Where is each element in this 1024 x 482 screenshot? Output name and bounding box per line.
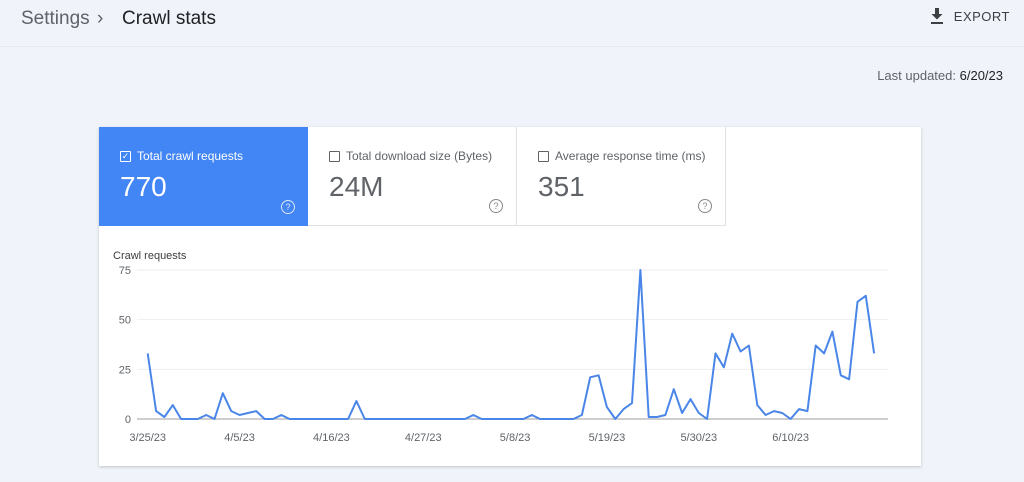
x-tick-label: 4/16/23 [313, 432, 350, 444]
x-tick-label: 3/25/23 [129, 432, 166, 444]
x-tick-label: 5/19/23 [589, 432, 626, 444]
x-tick-label: 4/27/23 [405, 432, 442, 444]
metric-value: 351 [538, 171, 585, 202]
breadcrumb-separator-icon: › [97, 8, 104, 29]
x-tick-label: 5/30/23 [680, 432, 717, 444]
metric-label: Average response time (ms) [555, 149, 706, 163]
y-tick-label: 0 [125, 414, 131, 426]
crawl-requests-series-line [146, 269, 876, 420]
checkbox-icon[interactable] [329, 150, 340, 162]
metric-value: 24M [329, 171, 384, 202]
crawl-requests-chart: Crawl requests 0 25 50 75 3/25/23 4/5/23 4/16/… [113, 250, 888, 444]
export-label: EXPORT [953, 8, 1010, 24]
crawl-stats-card: ✓ Total crawl requests 770 ? Total downlo… [99, 127, 921, 466]
help-icon[interactable]: ? [698, 199, 712, 213]
x-tick-label: 4/5/23 [224, 432, 255, 444]
help-icon[interactable]: ? [281, 200, 295, 214]
download-icon [930, 8, 943, 24]
last-updated-value: 6/20/23 [959, 68, 1003, 83]
export-button[interactable]: EXPORT [930, 8, 1010, 24]
help-icon[interactable]: ? [489, 199, 503, 213]
chart-title: Crawl requests [113, 250, 187, 262]
last-updated: Last updated: 6/20/23 [877, 68, 1003, 83]
metric-label: Total crawl requests [137, 149, 244, 163]
last-updated-label: Last updated: [877, 68, 956, 83]
metric-label: Total download size (Bytes) [346, 149, 493, 163]
metric-tile-average-response-time[interactable]: Average response time (ms) 351 ? [517, 127, 726, 226]
metric-value: 770 [120, 171, 167, 202]
x-tick-label: 6/10/23 [772, 432, 809, 444]
breadcrumb-settings[interactable]: Settings [21, 8, 90, 29]
checkbox-icon[interactable] [538, 150, 549, 162]
x-tick-label: 5/8/23 [500, 432, 531, 444]
metric-tile-total-crawl-requests[interactable]: ✓ Total crawl requests 770 ? [99, 127, 308, 226]
y-tick-label: 25 [119, 364, 131, 376]
page-header: Settings › Crawl stats EXPORT [0, 0, 1024, 47]
y-tick-label: 50 [119, 315, 131, 327]
checkbox-checked-icon[interactable]: ✓ [120, 150, 131, 162]
page-title: Crawl stats [122, 8, 216, 29]
metric-tile-total-download-size[interactable]: Total download size (Bytes) 24M ? [308, 127, 517, 226]
y-tick-label: 75 [119, 265, 131, 277]
